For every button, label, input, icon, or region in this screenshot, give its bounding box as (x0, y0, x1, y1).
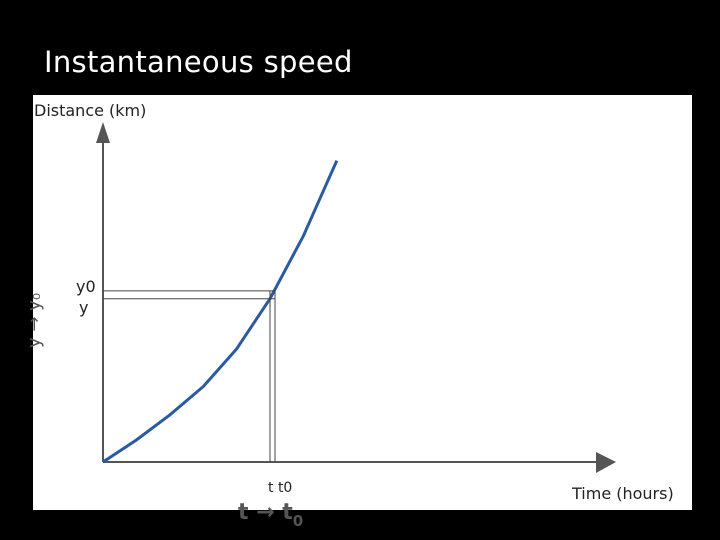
side-label-y-to-y0: y → y₀ (24, 292, 45, 348)
distance-curve (102, 159, 339, 464)
x-axis-arrow (596, 452, 616, 473)
x-axis-label: Time (hours) (571, 484, 674, 503)
plot-panel (33, 95, 692, 510)
bottom-label-main: t → t (238, 500, 293, 525)
bottom-label-sub: 0 (292, 512, 304, 530)
tick-label-y0: y0 (76, 277, 96, 296)
guide-lines (103, 290, 276, 462)
bottom-label-t-to-t0: t → t0 (238, 500, 303, 530)
tick-label-y: y (79, 298, 88, 317)
slide-title: Instantaneous speed (44, 45, 353, 79)
tick-label-t-t0: t t0 (268, 480, 292, 496)
y-axis-arrow (96, 122, 110, 143)
y-axis-label: Distance (km) (34, 101, 146, 120)
